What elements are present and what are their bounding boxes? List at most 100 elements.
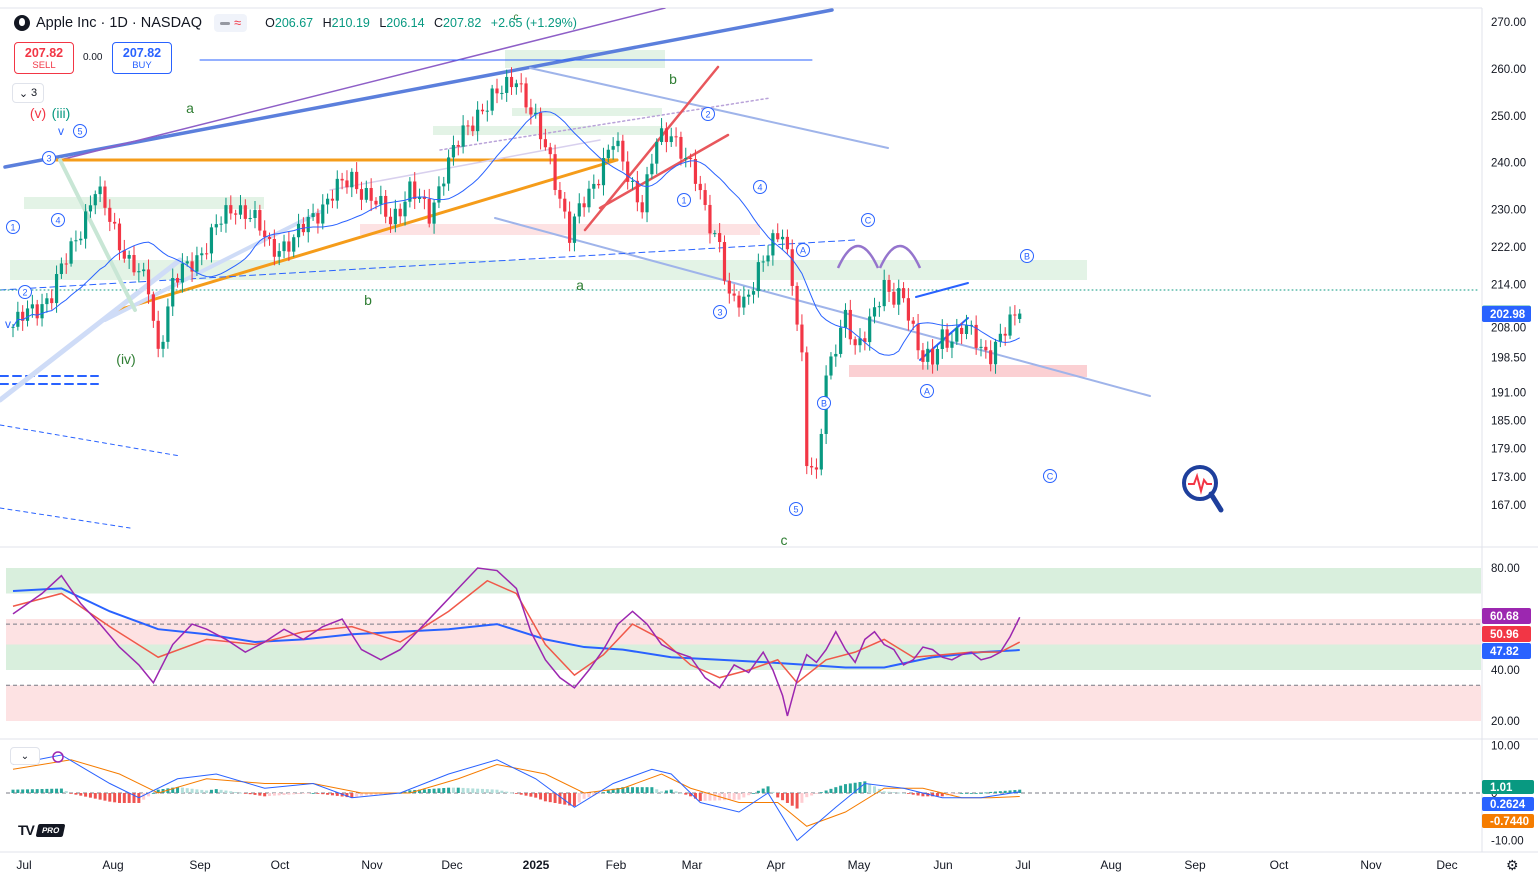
macd-histogram-bar: [21, 789, 25, 793]
wave-circle-label: 2: [705, 110, 710, 120]
macd-histogram-bar: [563, 793, 567, 805]
macd-histogram-bar: [839, 785, 843, 793]
macd-histogram-bar: [1018, 789, 1022, 793]
candle-body: [543, 139, 547, 148]
macd-histogram-bar: [374, 793, 378, 795]
macd-histogram-bar: [345, 793, 349, 798]
buy-button[interactable]: 207.82 BUY: [112, 42, 172, 74]
macd-histogram-bar: [306, 793, 310, 794]
candle-body: [810, 466, 814, 468]
trendline: [0, 239, 856, 291]
candle-body: [272, 238, 276, 257]
gear-icon[interactable]: ⚙: [1506, 857, 1519, 873]
candle-body: [935, 348, 940, 365]
candle-body: [355, 171, 359, 190]
candle-body: [858, 338, 862, 346]
macd-histogram-bar: [253, 793, 257, 795]
wave-label: c: [514, 12, 519, 23]
macd-histogram-bar: [485, 789, 489, 793]
macd-histogram-bar: [660, 791, 664, 793]
macd-histogram-bar: [582, 793, 586, 799]
open-value: 206.67: [274, 16, 314, 30]
wave-label: b: [669, 71, 677, 87]
indicators-toggle-button[interactable]: ⌄ 3: [12, 83, 44, 103]
candle-body: [659, 128, 664, 142]
candle-body: [655, 141, 659, 164]
macd-histogram-bar: [916, 793, 920, 796]
macd-pane: 10.000-10.001.010.2624-0.7440: [6, 741, 1534, 848]
candle-body: [369, 188, 373, 201]
candle-body: [882, 279, 886, 307]
rsi-trend-value-tag: 47.82: [1490, 646, 1519, 658]
macd-histogram-bar: [30, 789, 34, 793]
candle-body: [485, 110, 489, 112]
candle-body: [480, 109, 485, 112]
candle-body: [597, 183, 601, 186]
wave-circle-label-circle: [1020, 249, 1034, 263]
candle-body: [906, 298, 910, 321]
candle-body: [868, 316, 872, 343]
candle-body: [693, 159, 698, 184]
symbol-title[interactable]: Apple Inc · 1D · NASDAQ: [36, 15, 202, 31]
macd-histogram-bar: [781, 793, 785, 801]
macd-histogram-bar: [161, 789, 165, 793]
sell-price: 207.82: [24, 45, 64, 60]
candle-body: [766, 255, 770, 262]
macd-histogram-bar: [432, 788, 436, 793]
candle-body: [524, 83, 528, 108]
candle-body: [146, 269, 151, 295]
candle-body: [606, 149, 610, 159]
price-tick-label: 198.50: [1491, 352, 1526, 364]
pane-collapse-button[interactable]: ⌄: [10, 747, 40, 765]
candle-body: [509, 76, 514, 88]
chart-legend: Apple Inc · 1D · NASDAQ ≈ O206.67 H210.1…: [14, 14, 583, 32]
macd-line: [12, 754, 1020, 842]
time-tick-label: Nov: [1360, 858, 1381, 872]
chart-style-toggle[interactable]: ≈: [214, 14, 248, 32]
wave-label: v: [58, 124, 64, 138]
macd-histogram-bar: [108, 793, 112, 802]
candle-body: [69, 241, 73, 264]
candle-body: [330, 198, 335, 201]
candle-body: [156, 320, 160, 349]
wave-label: c: [781, 532, 788, 548]
macd-histogram-bar: [495, 789, 499, 793]
candle-body: [587, 188, 591, 208]
wave-circle-label: 2: [22, 288, 27, 298]
time-tick-label: Sep: [1184, 858, 1206, 872]
price-tick-label: 222.00: [1491, 242, 1526, 254]
candle-body: [74, 240, 78, 242]
sell-button[interactable]: 207.82 SELL: [14, 42, 74, 74]
candle-body: [243, 205, 247, 219]
candle-body: [630, 180, 635, 182]
macd-histogram-bar: [548, 793, 552, 803]
macd-histogram-bar: [984, 792, 988, 794]
macd-signal-tag: -0.7440: [1490, 816, 1529, 828]
candle-body: [437, 186, 441, 203]
wave-circle-label: 1: [10, 223, 15, 233]
candle-body: [224, 205, 228, 224]
tradingview-logo[interactable]: TV PRO: [18, 822, 66, 838]
candle-body: [834, 353, 838, 357]
macd-histogram-bar: [601, 792, 605, 793]
candle-body: [11, 326, 15, 328]
candle-body: [911, 320, 915, 324]
high-value: 210.19: [331, 16, 370, 30]
candle-body: [408, 181, 412, 202]
time-tick-label: Jul: [16, 858, 31, 872]
candle-body: [393, 208, 397, 225]
macd-histogram-bar: [669, 789, 673, 793]
macd-histogram-bar: [103, 793, 107, 801]
wave-circle-label: C: [865, 216, 872, 226]
macd-histogram-bar: [64, 791, 68, 793]
candle-body: [219, 223, 223, 225]
wave-label: (iv): [116, 351, 135, 367]
macd-histogram-bar: [16, 789, 20, 793]
candle-body: [287, 241, 291, 252]
candle-body: [84, 211, 88, 239]
candle-body: [974, 324, 978, 348]
macd-histogram-bar: [282, 793, 286, 795]
